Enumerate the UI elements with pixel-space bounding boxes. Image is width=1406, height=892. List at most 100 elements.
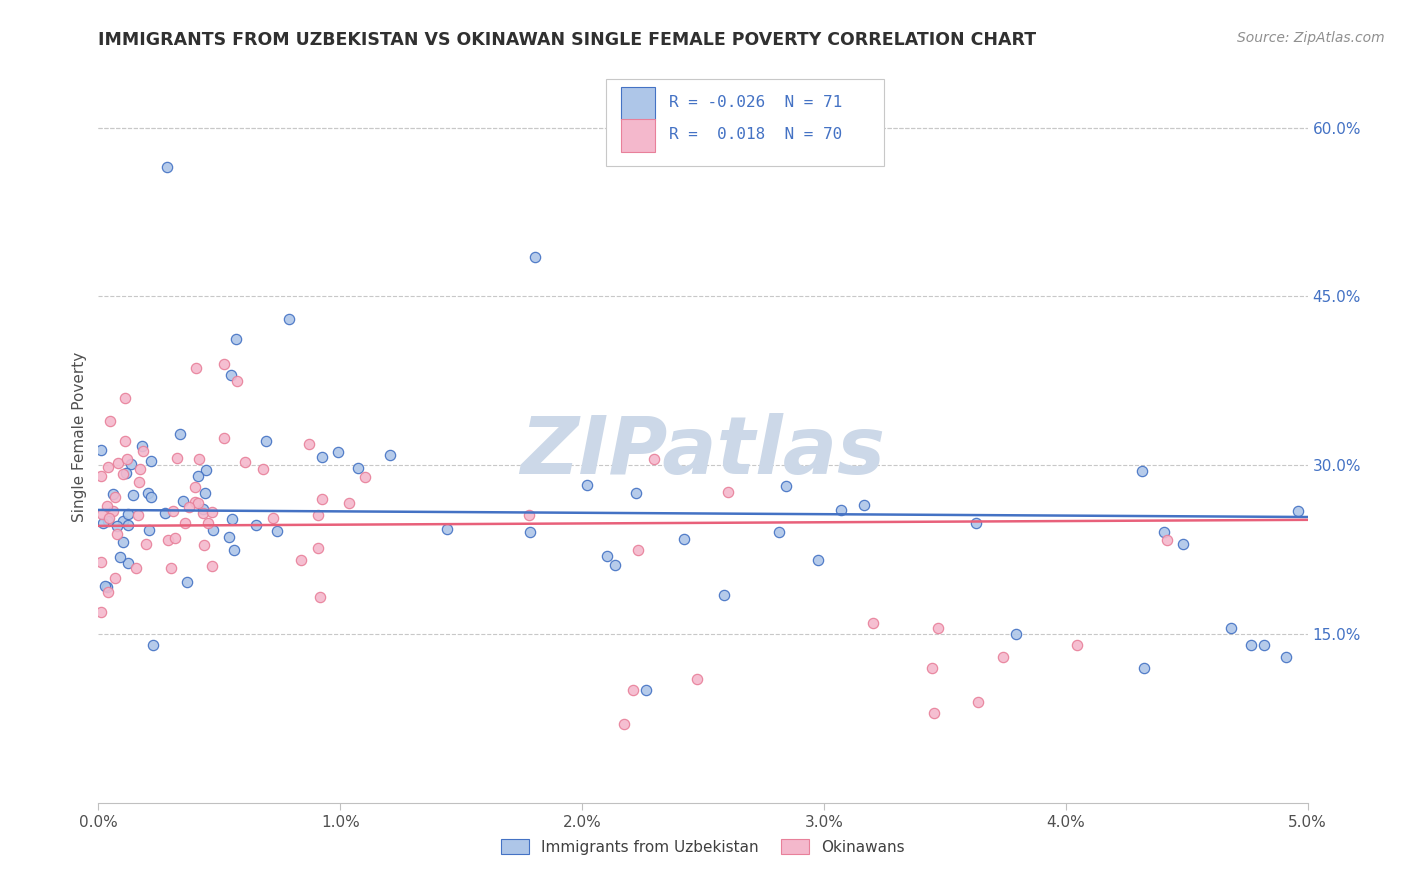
- Point: [298, 437, 321, 451]
- Text: R =  0.018  N = 70: R = 0.018 N = 70: [669, 128, 842, 143]
- Point: [117, 507, 139, 521]
- Bar: [621, 119, 655, 152]
- Point: [278, 312, 301, 326]
- Point: [775, 479, 797, 493]
- Point: [717, 485, 740, 500]
- Point: [112, 514, 135, 528]
- Point: [94, 579, 117, 593]
- Point: [1066, 638, 1088, 652]
- Point: [636, 683, 658, 698]
- Point: [524, 250, 547, 264]
- Point: [97, 514, 120, 528]
- Point: [307, 508, 329, 523]
- Point: [380, 448, 402, 462]
- Point: [921, 661, 943, 675]
- Point: [224, 543, 246, 558]
- Point: [112, 534, 135, 549]
- Point: [252, 461, 274, 475]
- Point: [195, 463, 218, 477]
- Point: [156, 533, 179, 548]
- Point: [262, 510, 284, 524]
- Point: [245, 518, 267, 533]
- Point: [90, 443, 112, 458]
- Point: [346, 461, 368, 475]
- Point: [308, 590, 330, 604]
- Point: [337, 496, 360, 510]
- Point: [117, 517, 139, 532]
- Point: [226, 374, 249, 388]
- Point: [104, 571, 127, 585]
- Point: [596, 549, 619, 563]
- Point: [308, 541, 330, 556]
- Point: [114, 391, 136, 405]
- Point: [91, 507, 114, 521]
- Point: [155, 160, 177, 174]
- Point: [165, 531, 187, 545]
- Point: [101, 504, 124, 518]
- Point: [966, 694, 988, 708]
- Point: [172, 494, 194, 508]
- Point: [166, 451, 188, 466]
- Point: [201, 558, 224, 573]
- Point: [830, 503, 852, 517]
- Point: [686, 672, 709, 686]
- Point: [233, 455, 256, 469]
- Legend: Immigrants from Uzbekistan, Okinawans: Immigrants from Uzbekistan, Okinawans: [495, 833, 911, 861]
- Point: [184, 480, 207, 494]
- Point: [129, 462, 152, 476]
- Point: [1133, 661, 1156, 675]
- Point: [98, 414, 121, 428]
- Point: [107, 456, 129, 470]
- Point: [90, 606, 112, 620]
- Point: [1005, 627, 1028, 641]
- Point: [927, 621, 949, 635]
- Text: R = -0.026  N = 71: R = -0.026 N = 71: [669, 95, 842, 111]
- Point: [176, 575, 198, 590]
- Point: [138, 486, 160, 500]
- Point: [193, 538, 215, 552]
- Point: [225, 333, 247, 347]
- Point: [643, 452, 665, 467]
- Point: [1153, 524, 1175, 539]
- Point: [97, 584, 120, 599]
- Point: [853, 498, 876, 512]
- Point: [1253, 638, 1275, 652]
- Point: [127, 508, 149, 522]
- Point: [201, 504, 224, 518]
- Point: [328, 444, 350, 458]
- Point: [290, 552, 312, 566]
- Point: [354, 470, 377, 484]
- Point: [104, 490, 127, 504]
- Point: [1240, 638, 1263, 652]
- Point: [673, 533, 696, 547]
- Text: ZIPatlas: ZIPatlas: [520, 413, 886, 491]
- Point: [105, 527, 128, 541]
- Point: [197, 516, 219, 530]
- Point: [1220, 621, 1243, 635]
- Point: [187, 452, 209, 467]
- Point: [96, 580, 118, 594]
- Point: [219, 368, 242, 383]
- Point: [218, 530, 240, 544]
- Point: [202, 523, 225, 537]
- Point: [991, 649, 1014, 664]
- Point: [576, 478, 599, 492]
- Point: [160, 560, 183, 574]
- Point: [93, 516, 115, 531]
- Point: [254, 434, 277, 448]
- Point: [142, 638, 165, 652]
- Point: [517, 508, 540, 522]
- Point: [212, 431, 235, 445]
- Text: Source: ZipAtlas.com: Source: ZipAtlas.com: [1237, 31, 1385, 45]
- Point: [1156, 533, 1178, 547]
- Point: [187, 496, 209, 510]
- Point: [519, 524, 541, 539]
- Point: [117, 451, 139, 466]
- Point: [139, 490, 162, 504]
- Point: [436, 522, 458, 536]
- Point: [131, 439, 153, 453]
- Point: [97, 511, 120, 525]
- Point: [1286, 503, 1309, 517]
- Point: [177, 500, 200, 514]
- Point: [90, 555, 112, 569]
